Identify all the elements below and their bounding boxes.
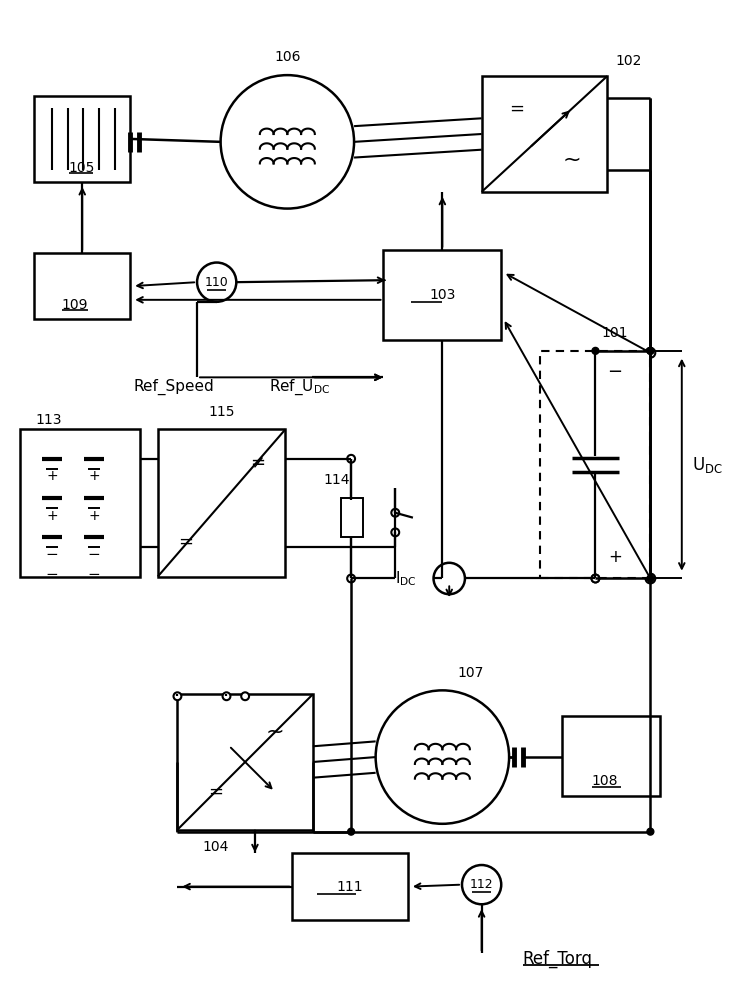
Circle shape	[391, 509, 399, 517]
Circle shape	[647, 347, 654, 354]
Text: ~: ~	[265, 722, 284, 742]
Circle shape	[592, 347, 599, 354]
Text: 102: 102	[615, 54, 642, 68]
Text: 105: 105	[69, 161, 95, 175]
Bar	[292, 853, 408, 920]
Text: 111: 111	[337, 880, 364, 894]
Text: −: −	[87, 547, 101, 562]
Circle shape	[348, 828, 354, 835]
Bar	[482, 76, 607, 192]
Bar	[383, 250, 502, 340]
Text: =: =	[208, 783, 223, 801]
Circle shape	[645, 348, 655, 358]
Circle shape	[241, 692, 249, 700]
Text: −: −	[45, 567, 58, 582]
Bar	[540, 351, 650, 578]
Circle shape	[462, 865, 502, 904]
Text: +: +	[608, 548, 622, 566]
Circle shape	[174, 692, 182, 700]
Bar	[562, 716, 660, 796]
Text: −: −	[87, 567, 101, 582]
Bar	[157, 429, 285, 577]
Bar	[177, 694, 313, 830]
Text: +: +	[88, 509, 100, 523]
Bar	[20, 429, 140, 577]
Text: =: =	[510, 100, 524, 118]
Circle shape	[197, 263, 236, 302]
Circle shape	[391, 528, 399, 536]
Text: −: −	[607, 363, 623, 381]
Text: 103: 103	[429, 288, 456, 302]
Circle shape	[434, 563, 465, 594]
Text: 109: 109	[62, 298, 88, 312]
Text: −: −	[45, 547, 58, 562]
Text: Ref_U$_{\mathregular{DC}}$: Ref_U$_{\mathregular{DC}}$	[269, 377, 330, 397]
Circle shape	[221, 75, 354, 209]
Text: 110: 110	[205, 276, 229, 289]
Circle shape	[591, 575, 599, 582]
Text: 104: 104	[202, 840, 228, 854]
Text: 106: 106	[274, 50, 300, 64]
Bar	[341, 498, 363, 537]
Circle shape	[591, 575, 599, 582]
Circle shape	[647, 828, 654, 835]
Text: +: +	[46, 469, 58, 483]
Circle shape	[592, 575, 599, 582]
Circle shape	[375, 690, 509, 824]
Text: 113: 113	[35, 413, 62, 427]
Circle shape	[645, 574, 655, 583]
Text: Ref_Torq: Ref_Torq	[523, 950, 593, 968]
Text: 115: 115	[208, 405, 235, 419]
Circle shape	[222, 692, 230, 700]
Circle shape	[347, 455, 355, 463]
Text: 112: 112	[469, 878, 494, 891]
Text: 107: 107	[457, 666, 483, 680]
Text: 114: 114	[324, 473, 350, 487]
Text: Ref_Speed: Ref_Speed	[133, 379, 214, 395]
Circle shape	[647, 575, 654, 582]
Bar	[34, 96, 130, 182]
Circle shape	[347, 575, 355, 582]
Text: I$_{\mathregular{DC}}$: I$_{\mathregular{DC}}$	[395, 569, 417, 588]
Text: 108: 108	[591, 774, 618, 788]
Text: +: +	[88, 469, 100, 483]
Text: =: =	[178, 533, 192, 551]
Text: ≠: ≠	[250, 455, 265, 473]
Text: ~: ~	[563, 149, 581, 169]
Text: +: +	[46, 509, 58, 523]
Bar	[34, 253, 130, 319]
Text: U$_{\mathregular{DC}}$: U$_{\mathregular{DC}}$	[692, 455, 722, 475]
Circle shape	[647, 347, 654, 354]
Text: 101: 101	[602, 326, 628, 340]
